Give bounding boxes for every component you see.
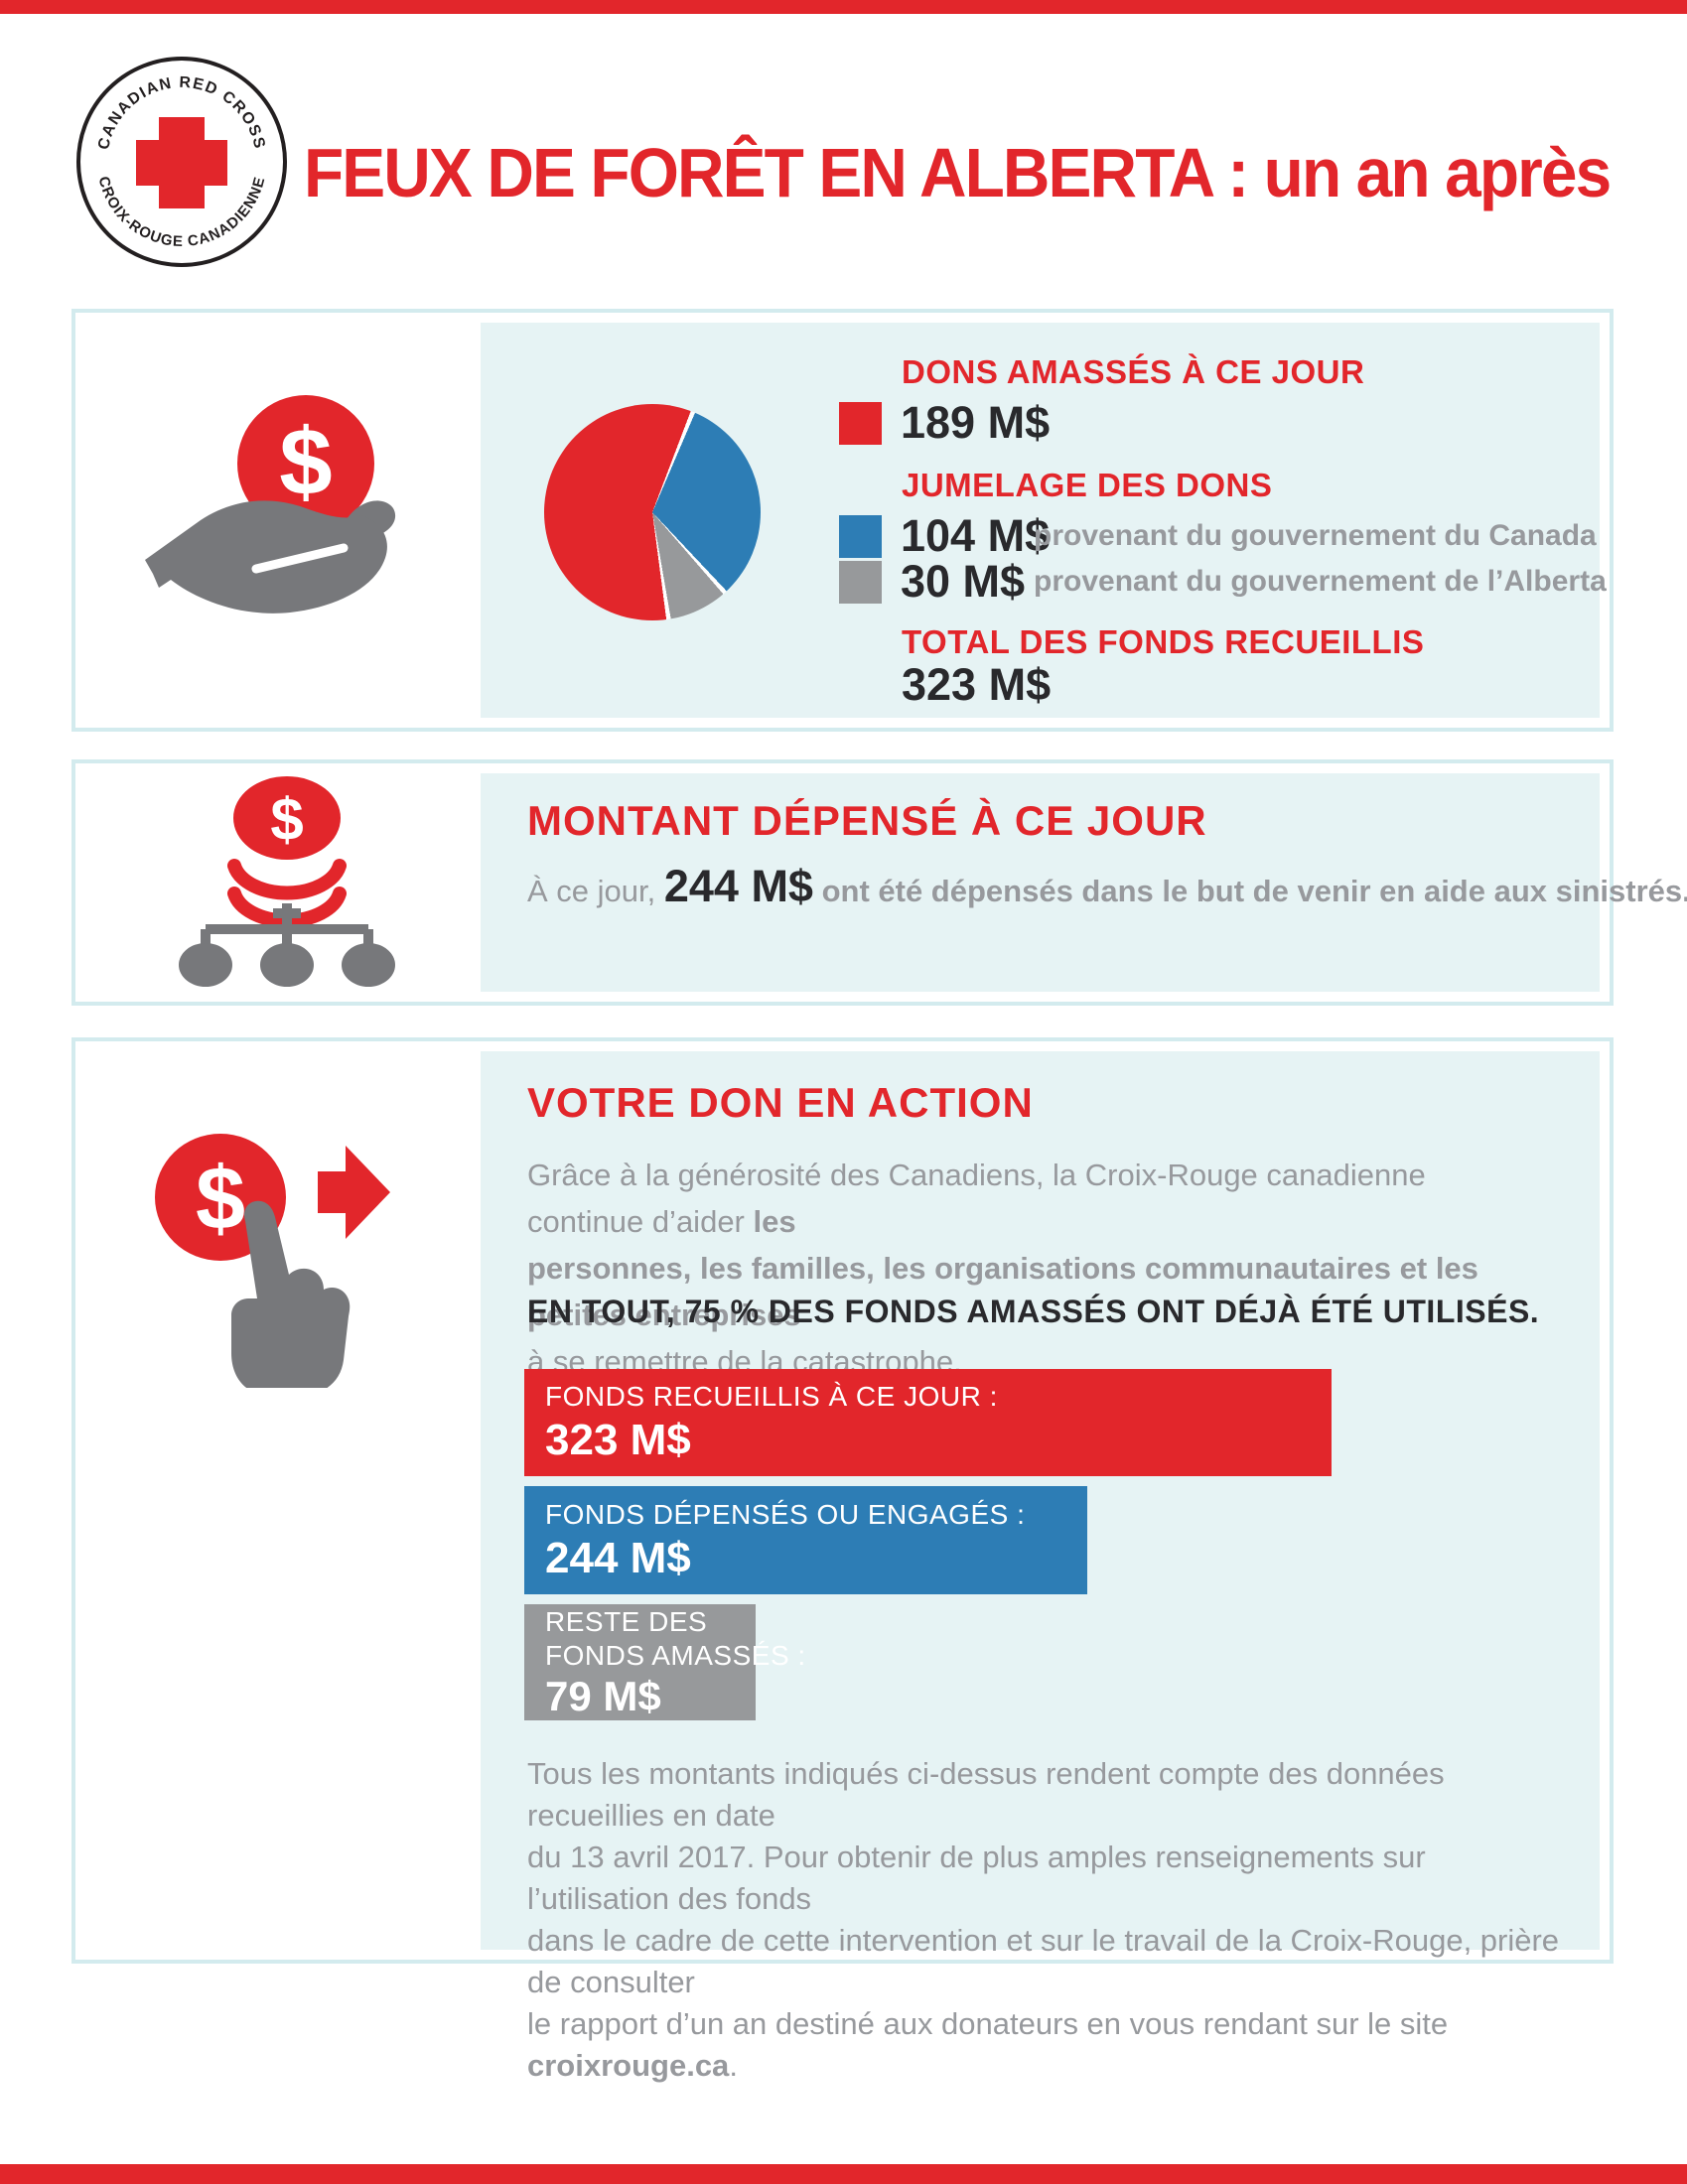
legend-value-alberta: 30 M$: [901, 556, 1026, 607]
section2-heading: MONTANT DÉPENSÉ À CE JOUR: [527, 797, 1207, 844]
hand-coin-svg: $: [145, 395, 396, 614]
text-segment: 244 M$: [663, 861, 813, 911]
red-cross-logo: CANADIAN RED CROSS CROIX-ROUGE CANADIENN…: [75, 56, 288, 268]
legend-swatch-gray: [839, 560, 882, 604]
donation-paragraph: Grâce à la générosité des Canadiens, la …: [527, 1152, 1550, 1385]
legend-swatch-red: [839, 401, 882, 445]
legend-heading-matching: JUMELAGE DES DONS: [902, 467, 1273, 503]
coins-distribution-icon: $: [171, 772, 399, 989]
legend-value-donations: 189 M$: [901, 397, 1051, 448]
text-segment: dans le cadre de cette intervention et s…: [527, 1923, 1560, 1999]
legend-heading-total: TOTAL DES FONDS RECUEILLIS: [902, 623, 1425, 660]
bar-funds-raised-label: FONDS RECUEILLIS À CE JOUR :: [545, 1381, 998, 1412]
funds-used-emphasis: EN TOUT, 75 % DES FONDS AMASSÉS ONT DÉJÀ…: [527, 1294, 1540, 1329]
text-segment: .: [729, 2048, 738, 2083]
text-segment: les: [753, 1204, 796, 1239]
legend-desc-canada: provenant du gouvernement du Canada: [1034, 519, 1597, 552]
bar-funds-remaining-label-line2: FONDS AMASSÉS :: [545, 1639, 806, 1671]
red-cross-logo-icon: CANADIAN RED CROSS CROIX-ROUGE CANADIENN…: [76, 57, 287, 267]
legend-row-donations: 189 M$: [839, 397, 1051, 449]
text-segment: Grâce à la générosité des Canadiens, la …: [527, 1158, 1426, 1239]
section3-heading: VOTRE DON EN ACTION: [527, 1079, 1034, 1126]
bar-funds-remaining: RESTE DES FONDS AMASSÉS : 79 M$: [524, 1604, 806, 1720]
svg-text:$: $: [279, 409, 332, 515]
text-segment: Tous les montants indiqués ci-dessus ren…: [527, 1756, 1445, 1833]
croixrouge-link[interactable]: croixrouge.ca: [527, 2048, 730, 2083]
legend-row-alberta: 30 M$ provenant du gouvernement de l’Alb…: [839, 556, 1607, 608]
text-segment: ont été dépensés dans le but de venir en…: [812, 874, 1687, 908]
bar-funds-spent-value: 244 M$: [545, 1533, 691, 1582]
donate-click-svg: $: [155, 1134, 390, 1396]
legend-value-canada: 104 M$: [901, 510, 1051, 561]
text-segment: du 13 avril 2017. Pour obtenir de plus a…: [527, 1840, 1426, 1916]
text-segment: À ce jour,: [527, 874, 664, 908]
arrow-right-icon: [318, 1146, 390, 1239]
amount-spent-line: À ce jour, 244 M$ ont été dépensés dans …: [527, 864, 1687, 908]
svg-text:$: $: [270, 786, 303, 853]
legend-desc-alberta: provenant du gouvernement de l’Alberta: [1034, 565, 1607, 598]
coins-distribution-svg: $: [179, 776, 395, 987]
svg-text:$: $: [196, 1150, 245, 1249]
footer-note: Tous les montants indiqués ci-dessus ren…: [527, 1753, 1570, 2087]
bar-funds-spent: FONDS DÉPENSÉS OU ENGAGÉS : 244 M$: [524, 1486, 1087, 1594]
bar-funds-raised: FONDS RECUEILLIS À CE JOUR : 323 M$: [524, 1369, 1332, 1476]
legend-value-total: 323 M$: [902, 659, 1052, 710]
bar-funds-remaining-label-line1: RESTE DES: [545, 1605, 708, 1637]
bar-funds-remaining-value: 79 M$: [545, 1672, 661, 1719]
red-cross-symbol: [136, 117, 227, 208]
text-segment: le rapport d’un an destiné aux donateurs…: [527, 2006, 1449, 2041]
bar-funds-raised-value: 323 M$: [545, 1416, 691, 1464]
text-segment: personnes, les familles, les organisatio…: [527, 1251, 1478, 1332]
section-amount-spent-panel: [481, 773, 1600, 992]
top-accent-bar: [0, 0, 1687, 14]
bottom-accent-bar: [0, 2164, 1687, 2184]
legend-row-canada: 104 M$ provenant du gouvernement du Cana…: [839, 510, 1597, 562]
donate-click-icon: $: [151, 1120, 394, 1396]
bar-funds-spent-label: FONDS DÉPENSÉS OU ENGAGÉS :: [545, 1498, 1026, 1530]
hand-receiving-coin-icon: $: [139, 389, 397, 637]
donations-pie-chart: [544, 404, 761, 620]
legend-heading-donations: DONS AMASSÉS À CE JOUR: [902, 353, 1365, 390]
legend-swatch-blue: [839, 514, 882, 558]
page-title: FEUX DE FORÊT EN ALBERTA : un an après: [303, 134, 1612, 211]
